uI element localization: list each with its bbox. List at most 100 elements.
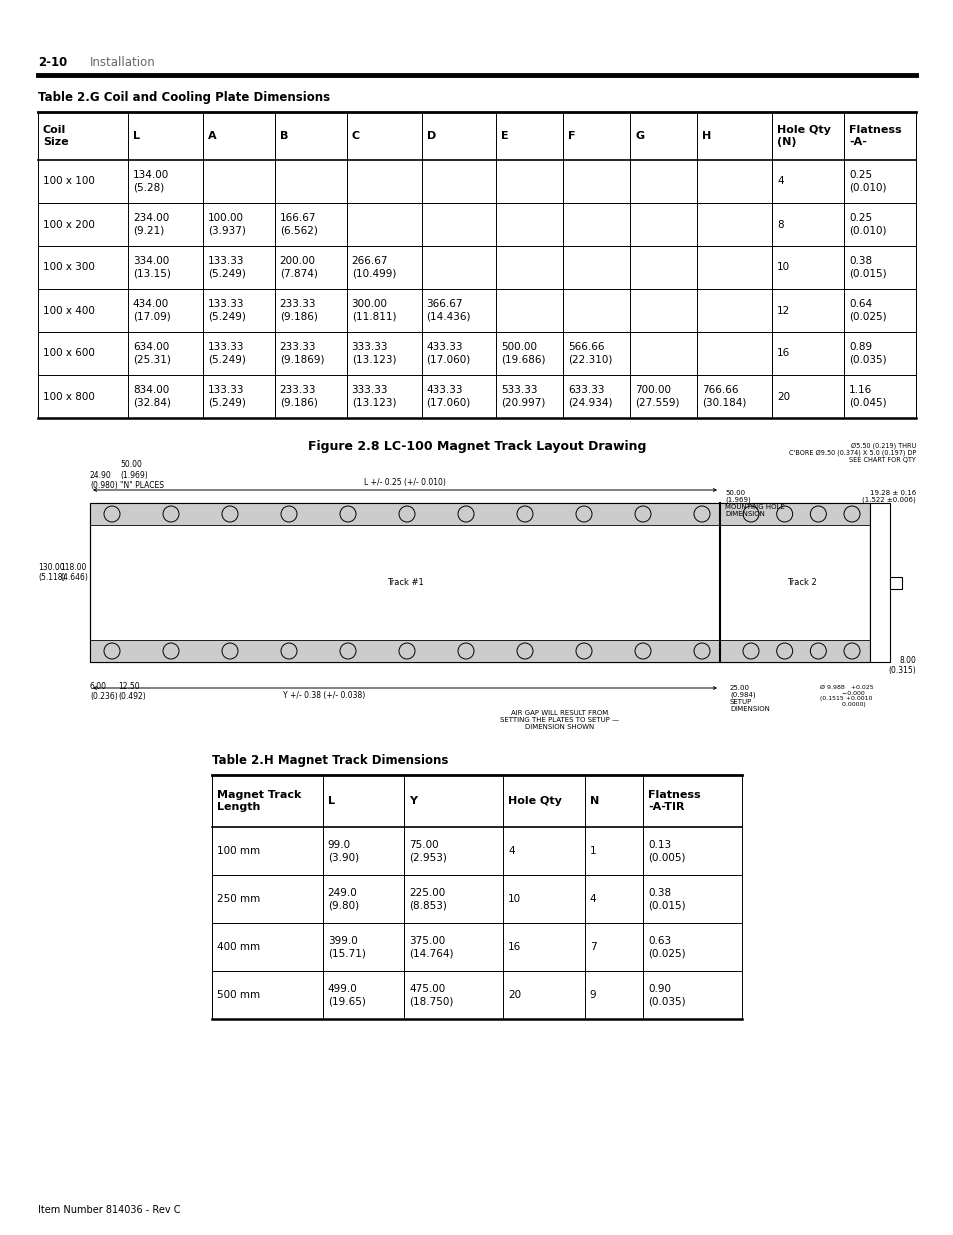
Text: 20: 20 [777,391,789,401]
Text: 130.00
(5.118): 130.00 (5.118) [38,563,66,582]
Text: Figure 2.8 LC-100 Magnet Track Layout Drawing: Figure 2.8 LC-100 Magnet Track Layout Dr… [308,440,645,453]
Bar [90,503,869,662]
Text: 10: 10 [508,894,520,904]
Text: 834.00
(32.84): 834.00 (32.84) [132,385,171,408]
Text: 75.00
(2.953): 75.00 (2.953) [409,840,447,862]
Text: 300.00
(11.811): 300.00 (11.811) [352,299,395,321]
Text: 500 mm: 500 mm [216,990,260,1000]
Text: 12.50
(0.492): 12.50 (0.492) [118,682,146,701]
Text: C: C [352,131,359,141]
Text: 0.64
(0.025): 0.64 (0.025) [848,299,885,321]
Text: 249.0
(9.80): 249.0 (9.80) [327,888,358,910]
Text: 100 mm: 100 mm [216,846,260,856]
Text: 533.33
(20.997): 533.33 (20.997) [501,385,545,408]
Text: Flatness
-A-: Flatness -A- [848,125,901,147]
Text: AIR GAP WILL RESULT FROM
SETTING THE PLATES TO SETUP —
DIMENSION SHOWN: AIR GAP WILL RESULT FROM SETTING THE PLA… [500,710,618,730]
Text: B: B [279,131,288,141]
Text: 233.33
(9.186): 233.33 (9.186) [279,385,317,408]
Text: 225.00
(8.853): 225.00 (8.853) [409,888,447,910]
Text: Installation: Installation [90,56,155,68]
Bar [90,640,869,662]
Text: 16: 16 [777,348,790,358]
Text: Table 2.G Coil and Cooling Plate Dimensions: Table 2.G Coil and Cooling Plate Dimensi… [38,91,330,104]
Text: 634.00
(25.31): 634.00 (25.31) [132,342,171,364]
Text: 0.25
(0.010): 0.25 (0.010) [848,214,885,236]
Text: 0.13
(0.005): 0.13 (0.005) [647,840,685,862]
Bar [889,577,901,589]
Text: Hole Qty
(N): Hole Qty (N) [777,125,830,147]
Text: 0.38
(0.015): 0.38 (0.015) [647,888,685,910]
Text: 100 x 600: 100 x 600 [43,348,94,358]
Text: 100 x 800: 100 x 800 [43,391,94,401]
Text: L +/- 0.25 (+/- 0.010): L +/- 0.25 (+/- 0.010) [364,478,445,487]
Text: 100 x 400: 100 x 400 [43,305,94,315]
Text: Ø5.50 (0.219) THRU
C'BORE Ø9.50 (0.374) X 5.0 (0.197) DP
SEE CHART FOR QTY: Ø5.50 (0.219) THRU C'BORE Ø9.50 (0.374) … [788,442,915,463]
Text: Coil
Size: Coil Size [43,125,69,147]
Text: 334.00
(13.15): 334.00 (13.15) [132,257,171,279]
Text: 12: 12 [777,305,790,315]
Text: 333.33
(13.123): 333.33 (13.123) [352,342,395,364]
Text: 233.33
(9.1869): 233.33 (9.1869) [279,342,324,364]
Text: 133.33
(5.249): 133.33 (5.249) [208,257,246,279]
Text: 4: 4 [508,846,515,856]
Text: 400 mm: 400 mm [216,942,260,952]
Text: 7: 7 [589,942,596,952]
Text: 134.00
(5.28): 134.00 (5.28) [132,170,169,193]
Text: 8: 8 [777,220,783,230]
Text: 166.67
(6.562): 166.67 (6.562) [279,214,317,236]
Text: 475.00
(18.750): 475.00 (18.750) [409,984,453,1007]
Text: N: N [589,797,598,806]
Text: 633.33
(24.934): 633.33 (24.934) [568,385,612,408]
Text: Hole Qty: Hole Qty [508,797,561,806]
Bar [90,503,869,525]
Text: Ø 9.988   +0.025
           −0.000
(0.1515 +0.0010
           0.0000): Ø 9.988 +0.025 −0.000 (0.1515 +0.0010 0.… [820,685,873,706]
Text: Item Number 814036 - Rev C: Item Number 814036 - Rev C [38,1205,180,1215]
Text: 433.33
(17.060): 433.33 (17.060) [426,342,471,364]
Text: 100 x 100: 100 x 100 [43,177,94,186]
Text: H: H [701,131,711,141]
Text: 434.00
(17.09): 434.00 (17.09) [132,299,171,321]
Text: 1: 1 [589,846,596,856]
Text: 4: 4 [777,177,783,186]
Text: 766.66
(30.184): 766.66 (30.184) [701,385,746,408]
Text: 375.00
(14.764): 375.00 (14.764) [409,936,454,958]
Text: 0.90
(0.035): 0.90 (0.035) [647,984,685,1007]
Text: 2-10: 2-10 [38,56,67,68]
Text: L: L [327,797,335,806]
Text: 500.00
(19.686): 500.00 (19.686) [501,342,545,364]
Text: 10: 10 [777,263,789,273]
Text: 9: 9 [589,990,596,1000]
Text: 133.33
(5.249): 133.33 (5.249) [208,385,246,408]
Text: 8.00
(0.315): 8.00 (0.315) [887,656,915,676]
Text: Magnet Track
Length: Magnet Track Length [216,790,301,813]
Text: 0.89
(0.035): 0.89 (0.035) [848,342,885,364]
Text: 133.33
(5.249): 133.33 (5.249) [208,299,246,321]
Text: 700.00
(27.559): 700.00 (27.559) [635,385,679,408]
Text: Flatness
-A-TIR: Flatness -A-TIR [647,790,700,813]
Text: Track 2: Track 2 [786,578,816,587]
Bar [90,503,869,662]
Text: 200.00
(7.874): 200.00 (7.874) [279,257,317,279]
Text: Y: Y [409,797,416,806]
Text: 118.00
(4.646): 118.00 (4.646) [60,563,88,582]
Text: 100 x 200: 100 x 200 [43,220,94,230]
Text: F: F [568,131,576,141]
Text: 4: 4 [589,894,596,904]
Text: 333.33
(13.123): 333.33 (13.123) [352,385,395,408]
Text: 0.38
(0.015): 0.38 (0.015) [848,257,885,279]
Text: 100 x 300: 100 x 300 [43,263,94,273]
Text: Y +/- 0.38 (+/- 0.038): Y +/- 0.38 (+/- 0.038) [283,692,365,700]
Text: G: G [635,131,644,141]
Text: 250 mm: 250 mm [216,894,260,904]
Text: 499.0
(19.65): 499.0 (19.65) [327,984,365,1007]
Text: E: E [501,131,509,141]
Text: 16: 16 [508,942,521,952]
Text: 99.0
(3.90): 99.0 (3.90) [327,840,358,862]
Text: 433.33
(17.060): 433.33 (17.060) [426,385,471,408]
Text: 133.33
(5.249): 133.33 (5.249) [208,342,246,364]
Bar [869,503,889,662]
Text: 0.25
(0.010): 0.25 (0.010) [848,170,885,193]
Text: 1.16
(0.045): 1.16 (0.045) [848,385,885,408]
Text: Table 2.H Magnet Track Dimensions: Table 2.H Magnet Track Dimensions [212,755,448,767]
Text: 234.00
(9.21): 234.00 (9.21) [132,214,169,236]
